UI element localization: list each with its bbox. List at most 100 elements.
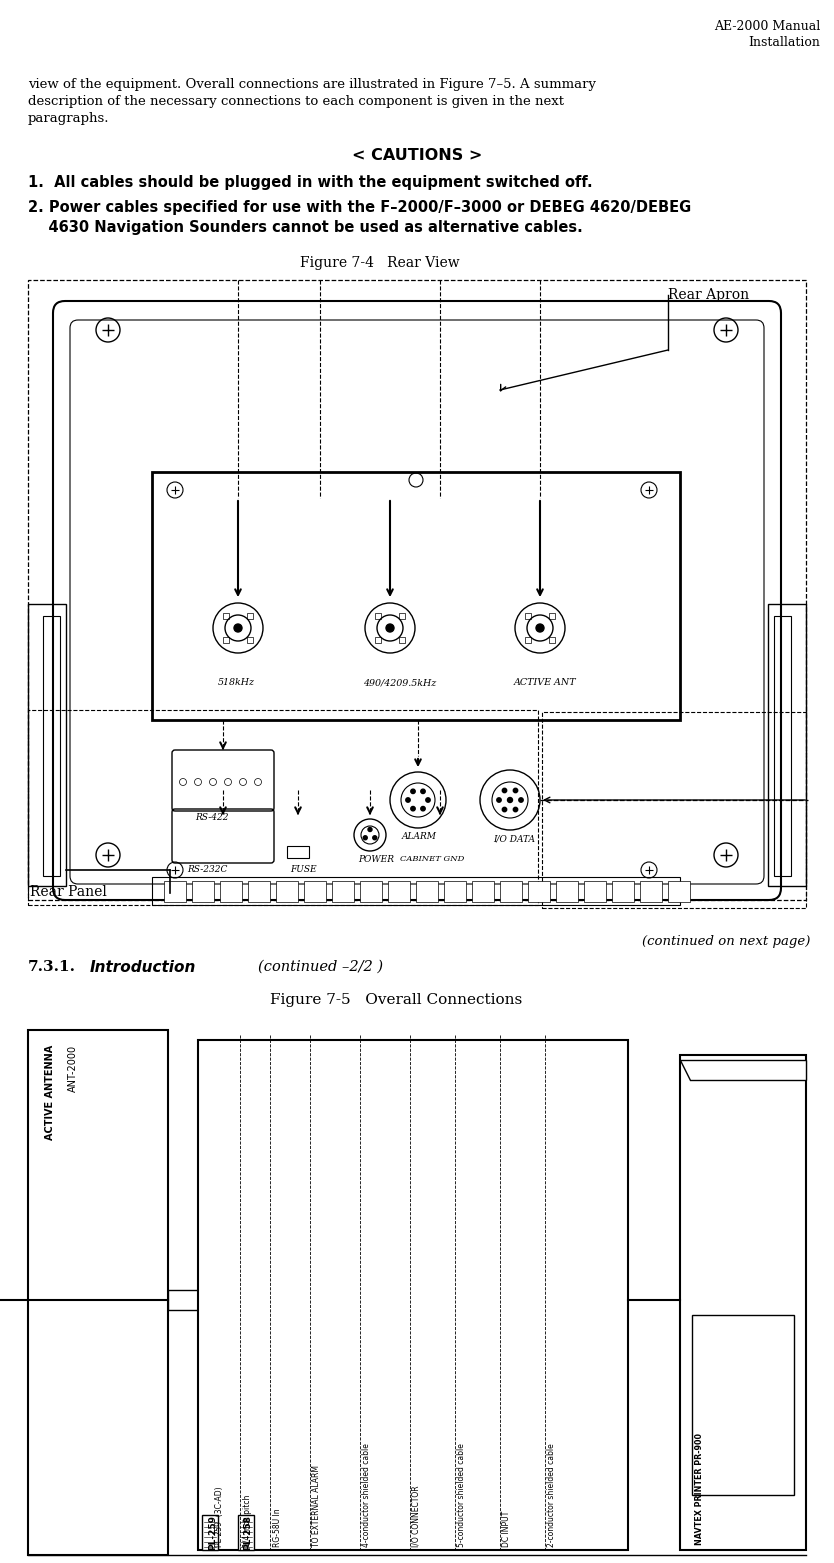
Circle shape: [513, 808, 518, 811]
Text: PL-258: PL-258: [243, 1515, 252, 1550]
Bar: [472, 882, 494, 902]
Text: 5-conductor shielded cable: 5-conductor shielded cable: [457, 1443, 466, 1547]
Bar: [584, 882, 606, 902]
Circle shape: [502, 788, 507, 792]
Bar: [768, 603, 806, 886]
Bar: [202, 1515, 218, 1550]
Text: 4630 Navigation Sounders cannot be used as alternative cables.: 4630 Navigation Sounders cannot be used …: [28, 220, 583, 234]
Bar: [43, 616, 60, 875]
Text: 4-conductor shielded cable: 4-conductor shielded cable: [362, 1443, 371, 1547]
Text: Introduction: Introduction: [90, 960, 196, 975]
Text: ALARM: ALARM: [402, 832, 437, 841]
Text: Rear Panel: Rear Panel: [30, 885, 107, 899]
Text: paragraphs.: paragraphs.: [28, 113, 109, 125]
Text: (continued on next page): (continued on next page): [641, 935, 810, 949]
Circle shape: [373, 836, 377, 839]
Text: RG-58U In: RG-58U In: [273, 1508, 282, 1547]
Bar: [223, 613, 229, 619]
Bar: [247, 613, 253, 619]
Text: PL-259: PL-259: [208, 1515, 217, 1550]
Circle shape: [508, 797, 513, 802]
Circle shape: [421, 807, 425, 811]
Circle shape: [411, 789, 415, 794]
Circle shape: [519, 797, 523, 802]
Text: ACTIVE ANTENNA: ACTIVE ANTENNA: [45, 1046, 55, 1141]
Bar: [168, 1289, 198, 1310]
Circle shape: [411, 807, 415, 811]
Circle shape: [502, 808, 507, 811]
Bar: [399, 638, 405, 642]
Bar: [500, 882, 522, 902]
Bar: [287, 846, 309, 858]
Bar: [680, 1055, 806, 1550]
Text: 2-conductor shielded cable: 2-conductor shielded cable: [547, 1443, 556, 1547]
Text: 2. Power cables specified for use with the F–2000/F–3000 or DEBEG 4620/DEBEG: 2. Power cables specified for use with t…: [28, 200, 691, 216]
Text: RS-422: RS-422: [195, 813, 229, 822]
Bar: [542, 713, 806, 908]
Circle shape: [513, 788, 518, 792]
Text: POWER: POWER: [358, 855, 394, 864]
Circle shape: [406, 797, 410, 802]
Bar: [444, 882, 466, 902]
Bar: [220, 882, 242, 902]
Bar: [360, 882, 382, 902]
Bar: [28, 1030, 168, 1555]
Bar: [525, 638, 531, 642]
Text: DC INPUT: DC INPUT: [502, 1511, 511, 1547]
Text: Figure 7-4   Rear View: Figure 7-4 Rear View: [300, 256, 460, 270]
Bar: [247, 638, 253, 642]
Text: NAVTEX PRINTER PR-900: NAVTEX PRINTER PR-900: [695, 1433, 704, 1544]
Bar: [612, 882, 634, 902]
Bar: [304, 882, 326, 902]
Bar: [192, 882, 214, 902]
Text: I/O DATA: I/O DATA: [493, 835, 535, 842]
Bar: [375, 613, 381, 619]
Text: ANT-2000: ANT-2000: [68, 1046, 78, 1093]
Bar: [248, 882, 270, 902]
Circle shape: [426, 797, 430, 802]
Circle shape: [364, 836, 367, 839]
Bar: [525, 613, 531, 619]
Bar: [668, 882, 690, 902]
Bar: [549, 613, 555, 619]
Circle shape: [386, 624, 394, 631]
Text: TO EXTERNAL ALARM: TO EXTERNAL ALARM: [312, 1465, 321, 1547]
Circle shape: [234, 624, 242, 631]
Text: RS-232C: RS-232C: [187, 864, 228, 874]
Text: AE-2000 Manual: AE-2000 Manual: [714, 20, 820, 33]
Bar: [223, 638, 229, 642]
Text: 7.3.1.: 7.3.1.: [28, 960, 76, 974]
Text: FUSE: FUSE: [290, 864, 317, 874]
Bar: [332, 882, 354, 902]
Bar: [276, 882, 298, 902]
Bar: [375, 638, 381, 642]
Text: < CAUTIONS >: < CAUTIONS >: [352, 148, 482, 163]
Text: description of the necessary connections to each component is given in the next: description of the necessary connections…: [28, 95, 564, 108]
Circle shape: [421, 789, 425, 794]
Text: Installation: Installation: [748, 36, 820, 48]
Bar: [28, 603, 66, 886]
Bar: [152, 472, 680, 721]
Bar: [416, 882, 438, 902]
Bar: [774, 616, 791, 875]
Bar: [198, 1039, 628, 1550]
Text: ACTIVE ANT: ACTIVE ANT: [514, 678, 576, 688]
Text: view of the equipment. Overall connections are illustrated in Figure 7–5. A summ: view of the equipment. Overall connectio…: [28, 78, 596, 91]
Circle shape: [497, 797, 501, 802]
Bar: [640, 882, 662, 902]
Text: 518kHz: 518kHz: [218, 678, 255, 688]
Bar: [238, 1515, 254, 1550]
Circle shape: [368, 827, 372, 832]
Text: 490/4209.5kHz: 490/4209.5kHz: [363, 678, 436, 688]
Text: 1.  All cables should be plugged in with the equipment switched off.: 1. All cables should be plugged in with …: [28, 175, 593, 191]
Text: 1/4 inch pitch: 1/4 inch pitch: [243, 1494, 252, 1547]
Bar: [152, 877, 680, 905]
Text: Rear Apron: Rear Apron: [668, 288, 749, 302]
Bar: [164, 882, 186, 902]
Circle shape: [536, 624, 544, 631]
Text: PL-259  (3C-AD): PL-259 (3C-AD): [215, 1486, 224, 1547]
Bar: [528, 882, 550, 902]
Bar: [28, 710, 538, 905]
Bar: [556, 882, 578, 902]
Bar: [388, 882, 410, 902]
